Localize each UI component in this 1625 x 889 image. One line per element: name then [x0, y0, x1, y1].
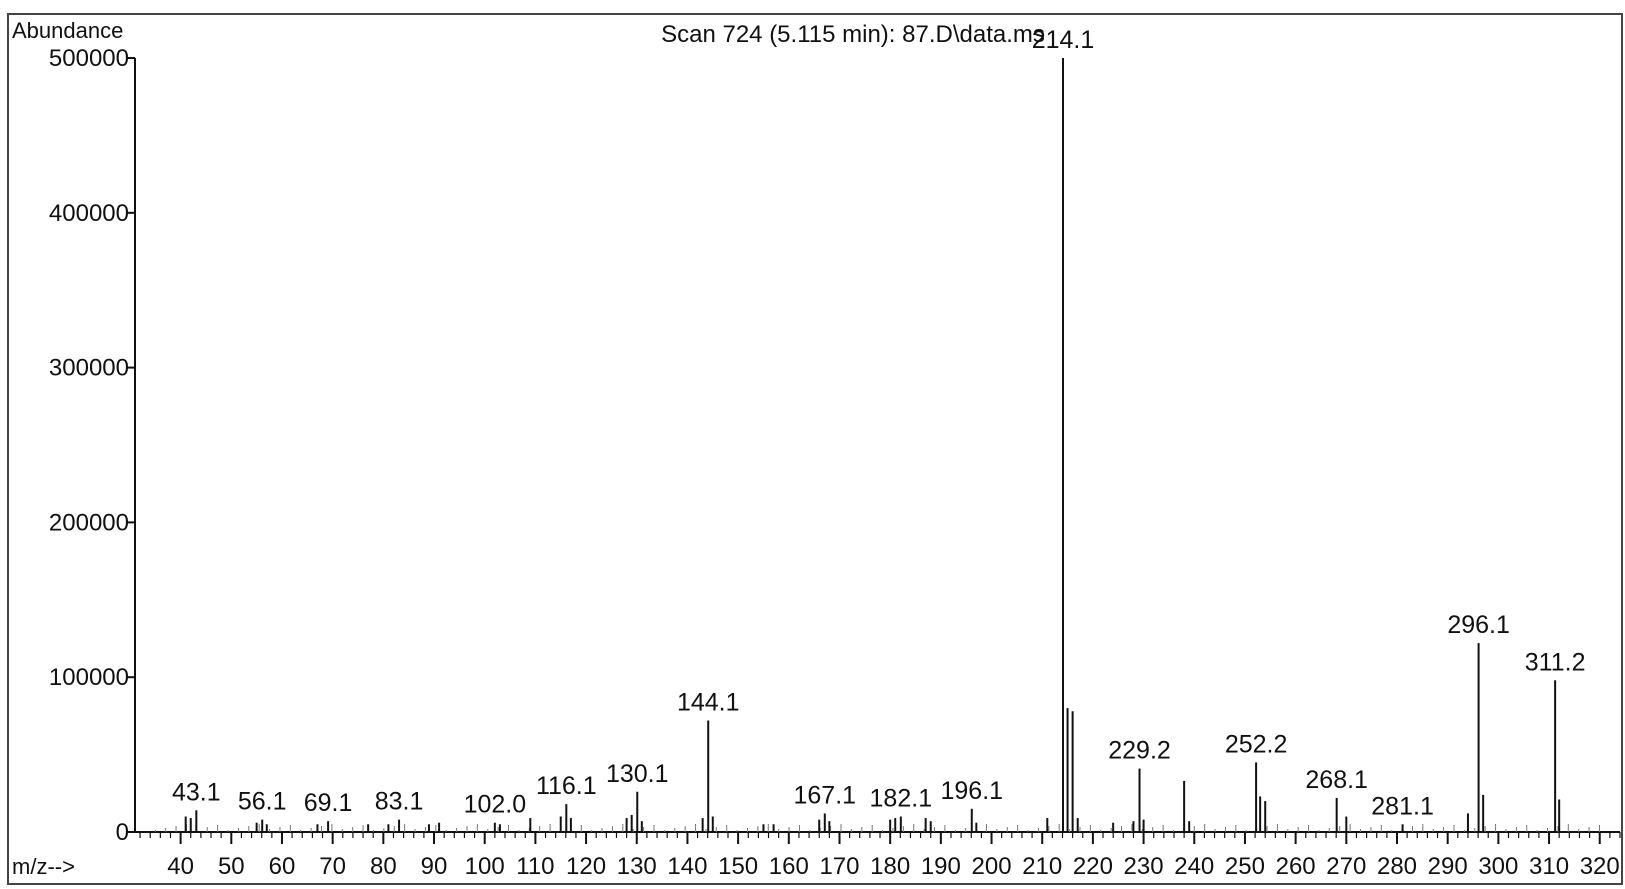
peak-label: 167.1 — [794, 781, 857, 809]
x-tick-label: 100 — [465, 853, 505, 880]
x-tick-label: 150 — [718, 853, 758, 880]
x-tick-label: 130 — [617, 853, 657, 880]
x-tick-label: 280 — [1377, 853, 1417, 880]
x-tick-label: 160 — [769, 853, 809, 880]
x-tick-label: 90 — [421, 853, 448, 880]
x-tick-label: 200 — [972, 853, 1012, 880]
y-tick-label: 300000 — [49, 355, 129, 382]
peak-label: 268.1 — [1305, 766, 1368, 794]
y-tick-label: 200000 — [49, 509, 129, 536]
x-tick-label: 180 — [870, 853, 910, 880]
baseline-noise — [154, 824, 1600, 832]
y-tick-label: 100000 — [49, 664, 129, 691]
x-tick-label: 120 — [566, 853, 606, 880]
x-tick-label: 110 — [516, 853, 554, 880]
y-axis-label: Abundance — [12, 18, 123, 43]
peak-label: 252.2 — [1225, 730, 1288, 758]
x-tick-label: 300 — [1478, 853, 1518, 880]
peak-label: 116.1 — [536, 772, 597, 800]
x-tick-label: 220 — [1073, 853, 1113, 880]
x-tick-label: 80 — [370, 853, 397, 880]
x-tick-label: 140 — [667, 853, 707, 880]
peak-labels: 43.1 56.1 69.1 83.1 102.0 116.1 130.1 144.1 167.… — [172, 26, 1585, 820]
x-tick-label: 170 — [819, 853, 859, 880]
y-tick-label: 400000 — [49, 200, 129, 227]
peak-label: 69.1 — [304, 789, 353, 817]
x-tick-label: 320 — [1580, 853, 1620, 880]
x-tick-label: 70 — [319, 853, 346, 880]
plot-frame — [7, 13, 1623, 885]
x-axis-label: m/z--> — [12, 854, 75, 879]
peak-label: 281.1 — [1371, 792, 1434, 820]
peak-label: 56.1 — [238, 788, 287, 816]
x-axis-ticks: 40 50 60 70 80 90 100 110 120 130 140 150 160 170 180 1… — [139, 832, 1621, 880]
x-tick-label: 210 — [1022, 853, 1062, 880]
peak-label: 144.1 — [677, 689, 740, 717]
x-tick-label: 60 — [269, 853, 296, 880]
peak-label: 102.0 — [464, 791, 527, 819]
x-tick-label: 250 — [1225, 853, 1265, 880]
peak-label: 311.2 — [1525, 648, 1586, 676]
x-tick-label: 40 — [167, 853, 194, 880]
x-tick-label: 230 — [1124, 853, 1164, 880]
peak-label: 296.1 — [1447, 611, 1510, 639]
peak-label: 182.1 — [870, 785, 933, 813]
peak-label: 229.2 — [1108, 737, 1171, 765]
x-tick-label: 310 — [1529, 853, 1569, 880]
peak-label: 43.1 — [172, 778, 221, 806]
y-axis-ticks: 0 100000 200000 300000 400000 500000 — [49, 45, 135, 846]
peak-label: 83.1 — [375, 788, 424, 816]
peak-label: 214.1 — [1032, 26, 1095, 54]
chart-title: Scan 724 (5.115 min): 87.D\data.ms — [661, 21, 1045, 48]
x-tick-label: 290 — [1428, 853, 1468, 880]
x-tick-label: 260 — [1276, 853, 1316, 880]
axes — [134, 58, 1620, 833]
x-tick-label: 270 — [1326, 853, 1366, 880]
x-tick-label: 240 — [1174, 853, 1214, 880]
spectrum-peaks — [184, 58, 1561, 832]
x-tick-label: 50 — [218, 853, 245, 880]
x-tick-label: 190 — [921, 853, 961, 880]
peak-label: 130.1 — [606, 760, 669, 788]
peak-label: 196.1 — [940, 777, 1003, 805]
y-tick-label: 500000 — [49, 45, 129, 72]
y-tick-label: 0 — [116, 819, 129, 846]
